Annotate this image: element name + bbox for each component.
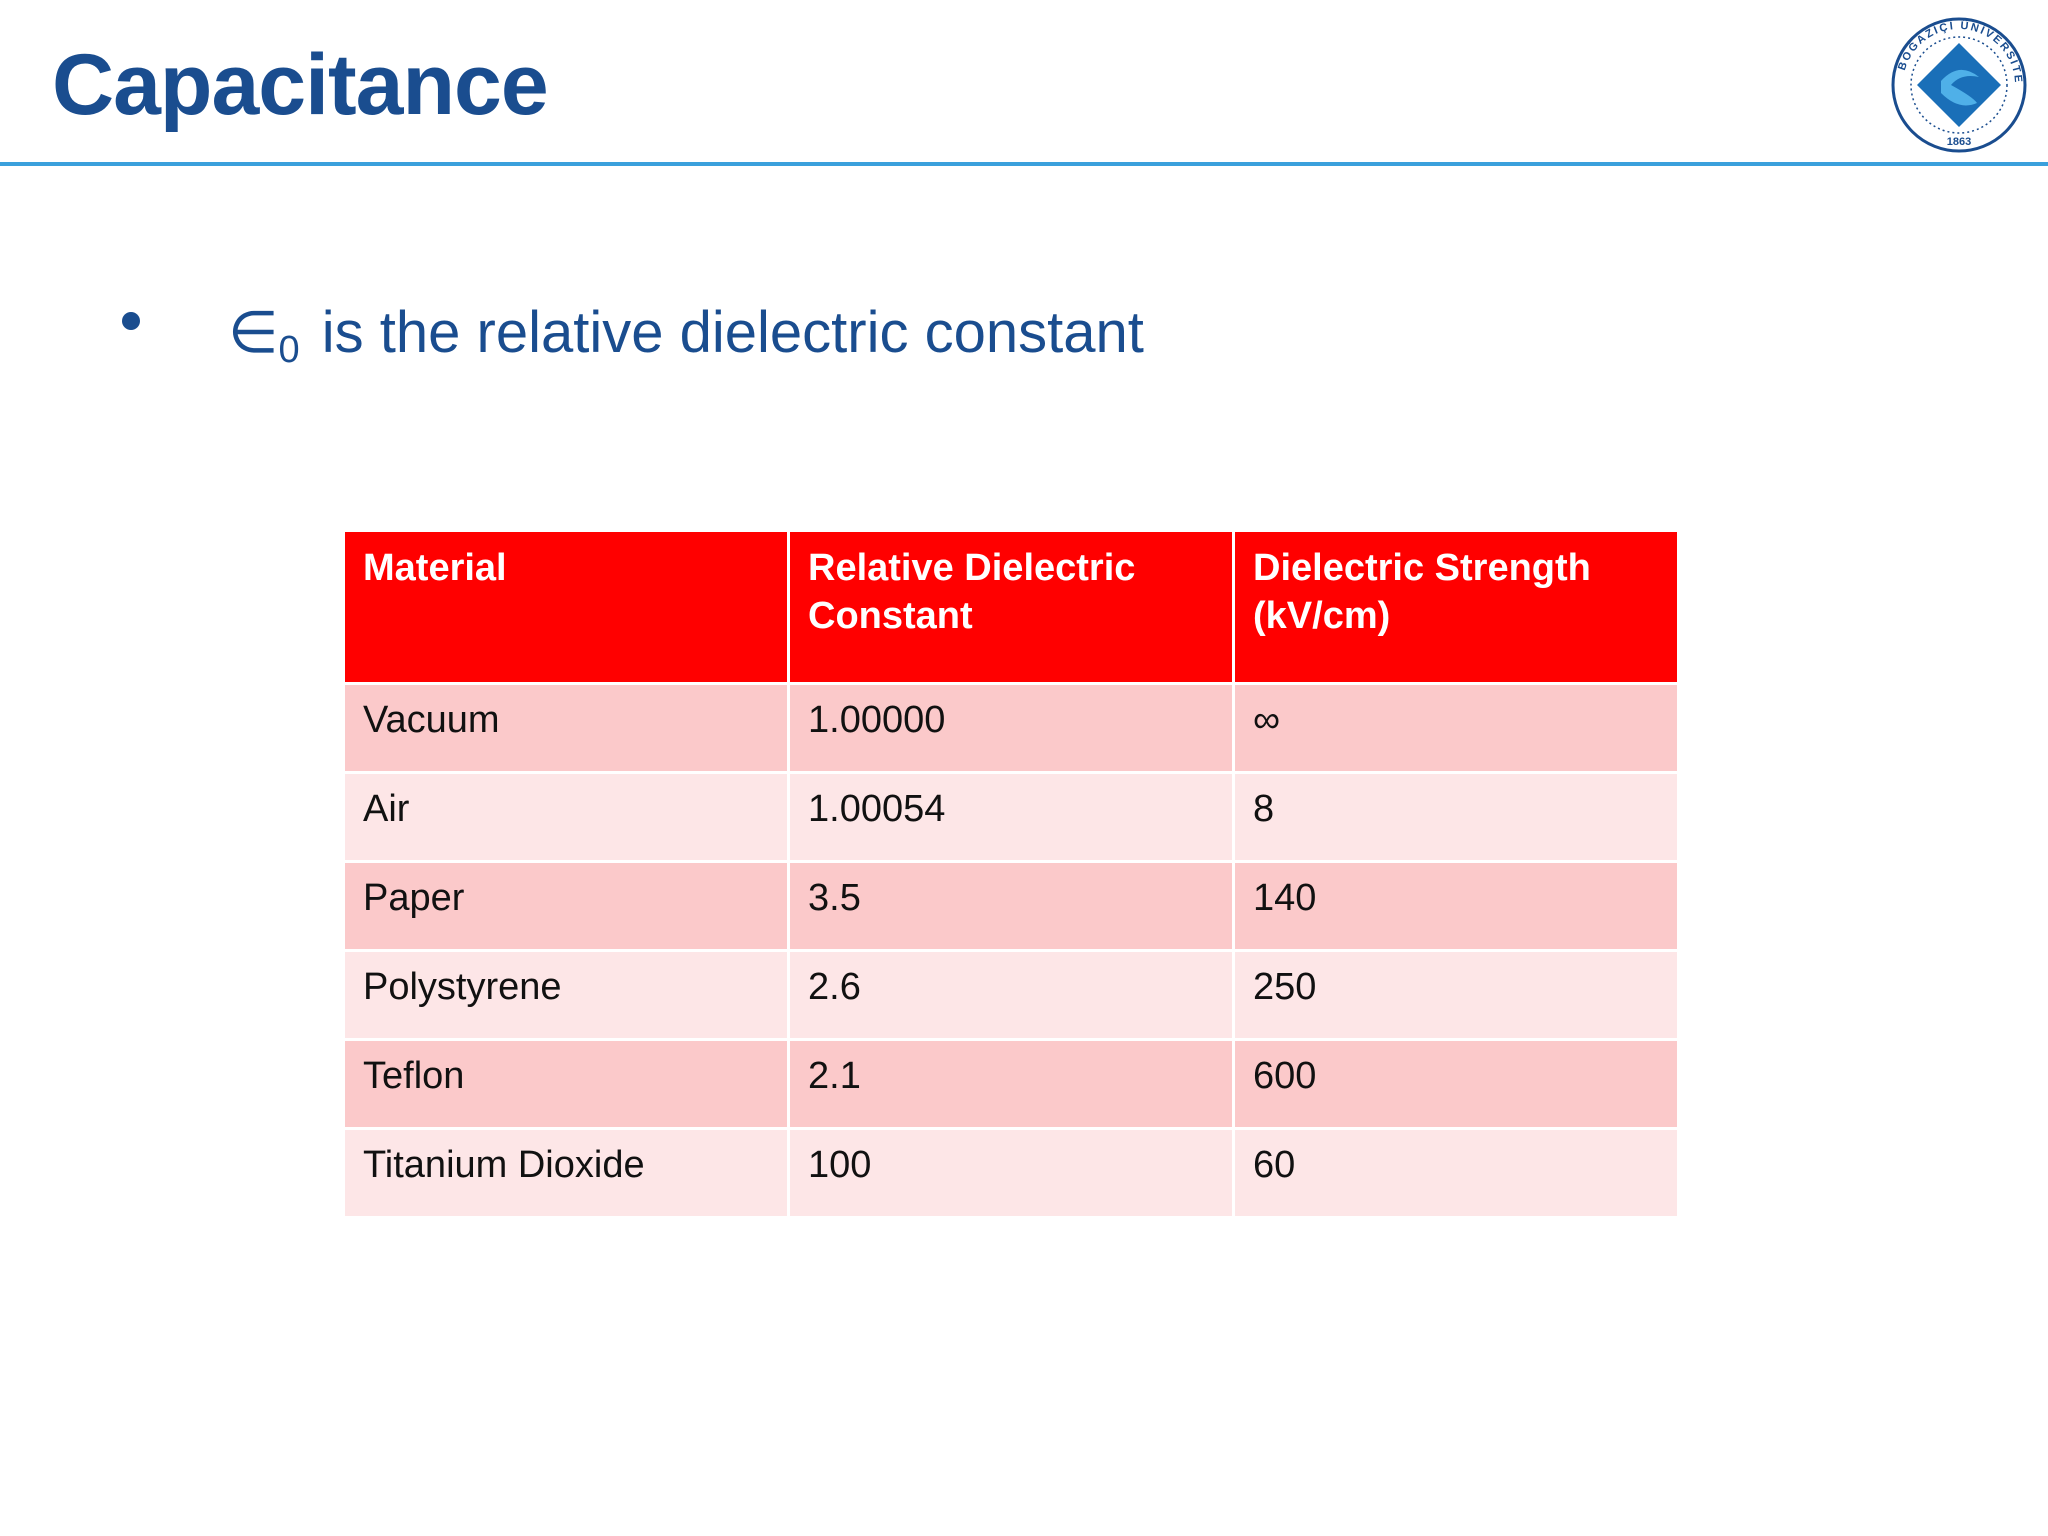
slide-title: Capacitance <box>52 37 549 133</box>
cell-constant: 2.6 <box>790 952 1232 1038</box>
cell-constant: 1.00000 <box>790 685 1232 771</box>
dielectric-table: Material Relative Dielectric Constant Di… <box>342 529 1680 1219</box>
epsilon-symbol: ∈ <box>228 300 279 365</box>
university-logo: BOĞAZİÇİ ÜNİVERSİTESİ 1863 <box>1889 15 2027 153</box>
table-row: Polystyrene 2.6 250 <box>345 952 1677 1038</box>
bullet-description: is the relative dielectric constant <box>321 300 1144 365</box>
cell-constant: 1.00054 <box>790 774 1232 860</box>
cell-constant: 100 <box>790 1130 1232 1216</box>
cell-strength: ∞ <box>1235 685 1677 771</box>
cell-material: Teflon <box>345 1041 787 1127</box>
cell-material: Paper <box>345 863 787 949</box>
cell-constant: 3.5 <box>790 863 1232 949</box>
cell-strength: 250 <box>1235 952 1677 1038</box>
epsilon-subscript: 0 <box>278 329 300 371</box>
title-divider <box>0 162 2048 166</box>
table-row: Titanium Dioxide 100 60 <box>345 1130 1677 1216</box>
header-dielectric-strength: Dielectric Strength (kV/cm) <box>1235 532 1677 682</box>
bullet-item: ∈0 is the relative dielectric constant <box>122 298 1144 372</box>
table-row: Vacuum 1.00000 ∞ <box>345 685 1677 771</box>
cell-material: Polystyrene <box>345 952 787 1038</box>
cell-material: Vacuum <box>345 685 787 771</box>
cell-strength: 60 <box>1235 1130 1677 1216</box>
table-row: Paper 3.5 140 <box>345 863 1677 949</box>
cell-strength: 600 <box>1235 1041 1677 1127</box>
cell-constant: 2.1 <box>790 1041 1232 1127</box>
bullet-dot-icon <box>122 312 140 330</box>
cell-strength: 140 <box>1235 863 1677 949</box>
cell-strength: 8 <box>1235 774 1677 860</box>
bullet-text: ∈0 is the relative dielectric constant <box>228 298 1144 372</box>
header-relative-dielectric-constant: Relative Dielectric Constant <box>790 532 1232 682</box>
header-material: Material <box>345 532 787 682</box>
table-row: Teflon 2.1 600 <box>345 1041 1677 1127</box>
table-row: Air 1.00054 8 <box>345 774 1677 860</box>
cell-material: Titanium Dioxide <box>345 1130 787 1216</box>
table-header-row: Material Relative Dielectric Constant Di… <box>345 532 1677 682</box>
logo-year: 1863 <box>1947 136 1971 148</box>
cell-material: Air <box>345 774 787 860</box>
